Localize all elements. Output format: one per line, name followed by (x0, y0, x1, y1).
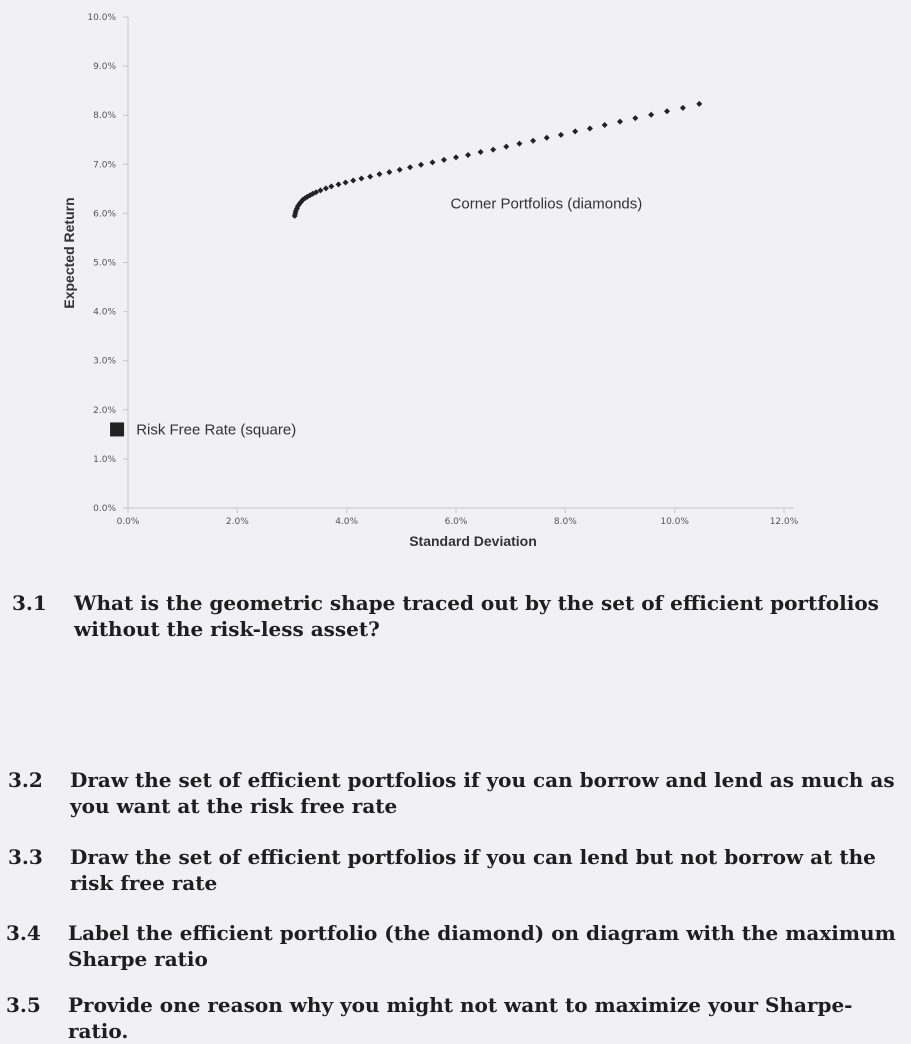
question-3-2: 3.2 Draw the set of efficient portfolios… (8, 767, 898, 821)
corner-portfolio-diamond (376, 171, 383, 178)
corner-portfolio-diamond (350, 177, 357, 184)
question-number: 3.5 (6, 993, 41, 1017)
corner-portfolio-diamond (335, 181, 342, 188)
efficient-frontier-chart: 0.0% 1.0% 2.0% 3.0% 4.0% 5.0% 6.0% 7.0% 8.0% 9.0%… (61, 13, 799, 549)
risk-free-square (110, 422, 125, 437)
tick-labels: 0.0% 1.0% 2.0% 3.0% 4.0% 5.0% 6.0% 7.0% 8.0% 9.0%… (87, 13, 798, 527)
question-text: Label the efficient portfolio (the diamo… (68, 921, 896, 971)
y-tick-label: 6.0% (93, 209, 116, 219)
question-number: 3.2 (8, 768, 43, 792)
y-tick-label: 3.0% (93, 357, 116, 367)
corner-portfolio-diamond (664, 108, 671, 115)
chart-annotation: Risk Free Rate (square) (136, 421, 296, 438)
corner-portfolio-diamond (328, 183, 335, 190)
question-number: 3.4 (6, 921, 41, 945)
y-tick-label: 0.0% (93, 504, 116, 514)
corner-portfolio-diamond (317, 187, 324, 194)
question-text: What is the geometric shape traced out b… (74, 591, 879, 641)
corner-portfolio-diamond (429, 159, 436, 166)
corner-portfolio-diamond (530, 137, 537, 144)
corner-portfolio-diamond (396, 166, 403, 173)
chart-annotation: Corner Portfolios (diamonds) (451, 196, 643, 213)
x-axis-title: Standard Deviation (409, 533, 537, 549)
question-text: Draw the set of efficient portfolios if … (70, 768, 895, 818)
corner-portfolio-diamond (453, 154, 459, 161)
corner-portfolio-diamond (313, 189, 320, 196)
y-tick-label: 7.0% (93, 160, 116, 170)
question-text: Draw the set of efficient portfolios if … (70, 845, 876, 895)
x-tick-label: 10.0% (660, 517, 689, 527)
x-tick-label: 0.0% (117, 517, 140, 527)
question-3-4: 3.4 Label the efficient portfolio (the d… (6, 920, 901, 974)
y-tick-label: 4.0% (93, 308, 116, 318)
corner-portfolio-diamond (648, 111, 655, 118)
annotations: Corner Portfolios (diamonds) Risk Free Ra… (136, 196, 642, 439)
x-tick-label: 12.0% (770, 517, 799, 527)
corner-portfolio-diamond (696, 100, 703, 107)
corner-portfolio-diamond (440, 156, 447, 163)
question-number: 3.3 (8, 845, 43, 869)
question-number: 3.1 (12, 591, 47, 615)
corner-portfolio-diamond (477, 149, 484, 156)
y-tick-label: 10.0% (87, 13, 116, 23)
corner-portfolio-diamond (601, 122, 608, 129)
y-tick-label: 2.0% (93, 406, 116, 416)
y-tick-label: 8.0% (93, 111, 116, 121)
corner-portfolio-diamond (358, 175, 365, 182)
axes (123, 16, 794, 513)
corner-portfolio-diamond (516, 140, 523, 147)
corner-portfolio-diamond (557, 131, 564, 138)
x-tick-label: 4.0% (335, 517, 358, 527)
corner-portfolio-diamond (418, 161, 425, 168)
corner-portfolio-diamond (386, 169, 393, 176)
y-tick-label: 9.0% (93, 62, 116, 72)
corner-portfolio-diamond (322, 185, 329, 192)
y-tick-label: 5.0% (93, 259, 116, 269)
corner-portfolio-diamond (490, 146, 497, 153)
chart-svg: 0.0% 1.0% 2.0% 3.0% 4.0% 5.0% 6.0% 7.0% 8.0% 9.0%… (61, 13, 799, 549)
corner-portfolio-diamond (572, 128, 579, 135)
corner-portfolio-diamond (632, 115, 639, 122)
corner-portfolio-diamond (503, 143, 510, 150)
corner-portfolio-diamond (465, 151, 472, 158)
question-3-3: 3.3 Draw the set of efficient portfolios… (8, 844, 898, 898)
y-tick-label: 1.0% (93, 455, 116, 465)
corner-portfolio-diamond (617, 118, 623, 125)
data-points (110, 100, 703, 437)
question-3-5: 3.5 Provide one reason why you might not… (6, 992, 901, 1043)
x-tick-label: 2.0% (226, 517, 249, 527)
x-tick-label: 6.0% (445, 517, 468, 527)
corner-portfolio-diamond (586, 125, 593, 132)
corner-portfolio-diamond (543, 134, 550, 141)
x-tick-label: 8.0% (554, 517, 577, 527)
y-axis-title: Expected Return (61, 197, 77, 308)
question-3-1: 3.1 What is the geometric shape traced o… (12, 590, 892, 644)
corner-portfolio-diamond (342, 179, 349, 186)
corner-portfolio-diamond (407, 164, 414, 171)
corner-portfolio-diamond (679, 104, 686, 111)
question-text: Provide one reason why you might not wan… (68, 993, 853, 1043)
corner-portfolio-diamond (367, 173, 374, 180)
